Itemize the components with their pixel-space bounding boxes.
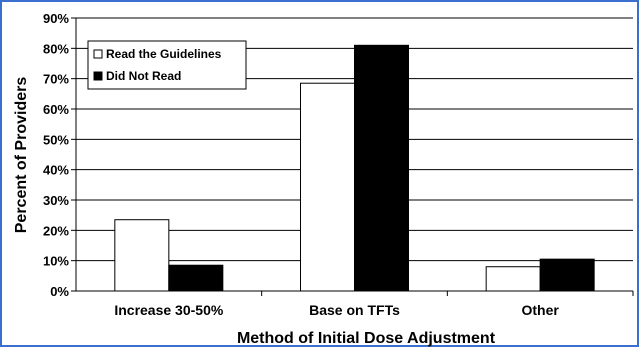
- y-tick-label: 0%: [50, 284, 69, 299]
- bar-read: [300, 82, 355, 292]
- legend-swatch-read: [93, 49, 103, 59]
- legend-swatch-did-not-read: [93, 71, 103, 81]
- y-tick-labels: 0% 10% 20% 30% 40% 50% 60% 70% 80% 90%: [43, 11, 69, 299]
- x-tick-label: Other: [521, 302, 559, 318]
- bar-did-not-read: [354, 44, 409, 292]
- category-labels: Increase 30-50% Base on TFTs Other: [114, 291, 634, 318]
- bar-read: [114, 219, 170, 292]
- y-tick-label: 50%: [43, 132, 69, 147]
- y-tick-label: 70%: [43, 72, 69, 87]
- y-tick-label: 40%: [43, 163, 69, 178]
- x-tick-label: Base on TFTs: [309, 302, 400, 318]
- y-tick-label: 90%: [43, 11, 69, 26]
- bar-did-not-read: [168, 264, 224, 292]
- legend-label-did-not-read: Did Not Read: [106, 69, 181, 83]
- legend-box: [87, 40, 247, 90]
- legend-label-read: Read the Guidelines: [106, 47, 222, 61]
- x-tick-label: Increase 30-50%: [114, 302, 224, 318]
- y-tick-label: 60%: [43, 102, 69, 117]
- bars: [114, 44, 595, 292]
- legend: Read the Guidelines Did Not Read: [87, 40, 247, 90]
- bar-did-not-read: [539, 258, 595, 292]
- y-tick-label: 20%: [43, 223, 69, 238]
- y-tick-label: 80%: [43, 41, 69, 56]
- y-tick-label: 10%: [43, 254, 69, 269]
- bar-read: [485, 266, 541, 292]
- y-tick-label: 30%: [43, 193, 69, 208]
- x-axis-title: Method of Initial Dose Adjustment: [237, 330, 496, 347]
- y-axis-title: Percent of Providers: [13, 77, 30, 234]
